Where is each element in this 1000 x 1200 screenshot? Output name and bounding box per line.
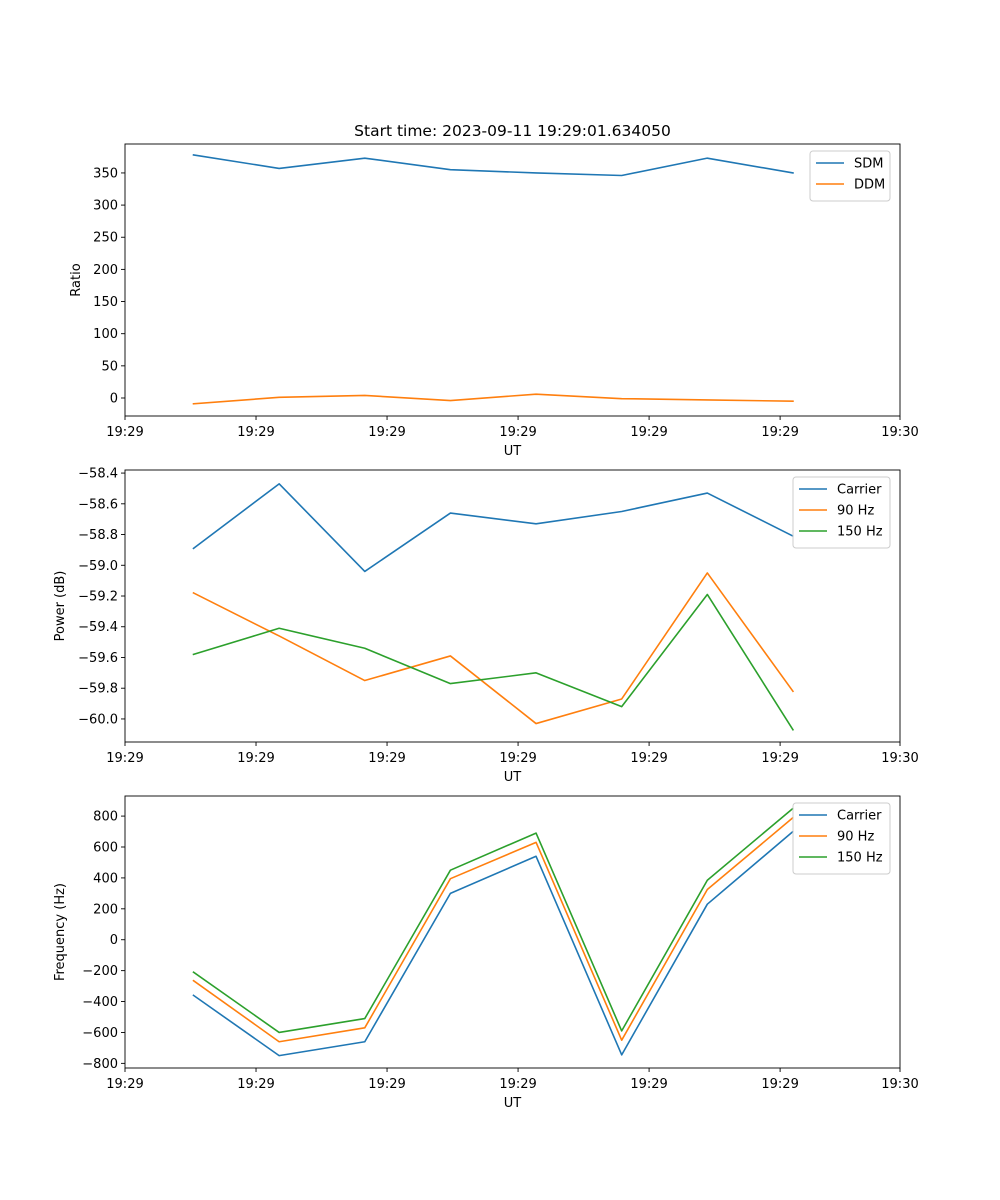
power-x-tick-label: 19:29 [368,751,405,766]
power-x-tick-label: 19:29 [630,751,667,766]
frequency-series-carrier-line [192,830,795,1057]
power-series-carrier-line [192,483,795,573]
frequency-x-tick-label: 19:29 [368,1077,405,1092]
power-legend-label-carrier: Carrier [837,483,882,498]
power-series-150-hz-line [192,593,795,731]
power-axes-frame [124,469,901,743]
ratio-legend-label-sdm: SDM [854,157,883,172]
power-y-tick-label: −59.8 [78,682,118,697]
frequency-y-tick-label: 600 [93,841,118,856]
power-y-axis-label: Power (dB) [53,571,68,642]
power-x-tick-label: 19:29 [106,751,143,766]
frequency-x-tick-label: 19:29 [106,1077,143,1092]
frequency-legend-label-150-hz: 150 Hz [837,851,883,866]
ratio-legend-label-ddm: DDM [854,178,885,193]
power-y-tick-label: −59.6 [78,651,118,666]
ratio-y-tick-label: 100 [93,327,118,342]
power-y-tick-label: −58.8 [78,528,118,543]
frequency-x-tick-label: 19:29 [237,1077,274,1092]
power-x-axis-label: UT [504,770,522,785]
power-x-tick-label: 19:29 [237,751,274,766]
power-y-tick-label: −59.2 [78,590,118,605]
frequency-x-tick-label: 19:29 [630,1077,667,1092]
ratio-series-sdm-line [192,154,794,177]
frequency-y-tick-label: −400 [82,995,118,1010]
ratio-x-tick-label: 19:30 [881,425,918,440]
power-series-90-hz-line [192,572,795,725]
frequency-x-tick-label: 19:29 [761,1077,798,1092]
ratio-y-tick-label: 300 [93,199,118,214]
power-legend: Carrier 90 Hz 150 Hz [792,476,891,549]
power-y-tick-label: −58.6 [78,497,118,512]
power-y-tick-label: −60.0 [78,712,118,727]
power-legend-label-150-hz: 150 Hz [837,525,883,540]
power-legend-label-90-hz: 90 Hz [837,504,874,519]
frequency-y-tick-label: 0 [110,933,118,948]
ratio-legend: SDM DDM [809,150,891,202]
frequency-y-tick-label: −200 [82,964,118,979]
ratio-x-tick-label: 19:29 [237,425,274,440]
ratio-y-tick-label: 250 [93,231,118,246]
frequency-y-tick-label: −800 [82,1057,118,1072]
power-x-tick-label: 19:30 [881,751,918,766]
ratio-y-axis-label: Ratio [69,263,84,296]
ratio-x-tick-label: 19:29 [106,425,143,440]
ratio-y-tick-label: 50 [101,359,118,374]
ratio-x-tick-label: 19:29 [499,425,536,440]
power-x-tick-label: 19:29 [499,751,536,766]
frequency-panel: 19:29 19:29 19:29 19:29 19:29 19:29 19:30 −800 −… [53,795,919,1111]
frequency-x-tick-label: 19:29 [499,1077,536,1092]
ratio-panel: 19:29 19:29 19:29 19:29 19:29 19:29 19:30 0 50 10… [69,143,919,459]
frequency-series-90-hz-line [192,816,795,1043]
ratio-y-tick-label: 200 [93,263,118,278]
power-panel: 19:29 19:29 19:29 19:29 19:29 19:29 19:30 −60.0… [53,467,919,785]
frequency-x-axis-label: UT [504,1096,522,1111]
frequency-legend: Carrier 90 Hz 150 Hz [792,802,891,875]
ratio-x-tick-label: 19:29 [368,425,405,440]
figure-title: Start time: 2023-09-11 19:29:01.634050 [354,122,671,140]
ratio-y-tick-label: 150 [93,295,118,310]
frequency-y-tick-label: 200 [93,902,118,917]
power-y-tick-label: −59.0 [78,559,118,574]
frequency-legend-label-90-hz: 90 Hz [837,830,874,845]
frequency-axes-frame [124,795,901,1069]
ratio-y-tick-label: 350 [93,166,118,181]
ratio-axes-frame [124,143,901,417]
power-x-tick-label: 19:29 [761,751,798,766]
frequency-x-tick-label: 19:30 [881,1077,918,1092]
power-y-tick-label: −58.4 [78,467,118,482]
frequency-y-tick-label: 400 [93,871,118,886]
frequency-y-tick-label: −600 [82,1026,118,1041]
ratio-y-tick-label: 0 [110,391,118,406]
frequency-y-tick-label: 800 [93,810,118,825]
ratio-x-axis-label: UT [504,444,522,459]
ratio-x-tick-label: 19:29 [630,425,667,440]
ratio-x-tick-label: 19:29 [761,425,798,440]
frequency-series-150-hz-line [192,807,795,1034]
power-y-tick-label: −59.4 [78,620,118,635]
ratio-series-ddm-line [192,393,794,405]
frequency-legend-label-carrier: Carrier [837,809,882,824]
frequency-y-axis-label: Frequency (Hz) [53,883,68,981]
